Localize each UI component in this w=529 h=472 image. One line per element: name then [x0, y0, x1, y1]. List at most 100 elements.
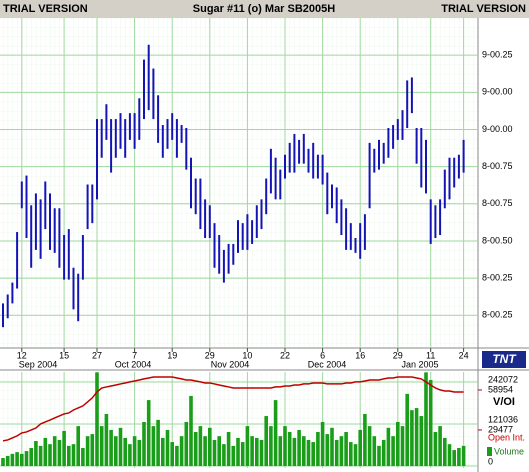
volume-bar [273, 400, 278, 466]
volume-bar [400, 426, 405, 466]
volume-bar [325, 434, 330, 466]
volume-bar [142, 421, 146, 466]
volume-bar [372, 436, 377, 466]
volume-bar [15, 452, 19, 466]
volume-bar [231, 445, 236, 466]
x-tick-label: 10 [242, 350, 252, 360]
x-tick-label: 12 [17, 350, 27, 360]
volume-bar [137, 439, 142, 466]
y-tick-label: 0 [488, 456, 493, 466]
volume-bar [377, 445, 381, 466]
volume-bar [349, 442, 353, 466]
x-tick-label: 7 [132, 350, 137, 360]
volume-bar [405, 393, 409, 466]
chart-title: Sugar #11 (o) Mar SB2005H [193, 3, 336, 15]
volume-bar [269, 426, 273, 466]
volume-bar [316, 432, 320, 466]
volume-bar [81, 447, 85, 466]
volume-bar [212, 439, 217, 466]
x-tick-label: 11 [426, 350, 435, 360]
oi-line [2, 376, 464, 442]
y2-tick-label: 29477 [488, 424, 513, 434]
volume-bar [109, 429, 113, 466]
volume-bar [104, 413, 109, 466]
volume-bar [217, 436, 221, 466]
volume-bar [259, 439, 264, 466]
volume-bar [48, 444, 52, 466]
volume-bar [461, 445, 466, 466]
volume-bar [339, 436, 344, 466]
volume-bar [203, 436, 207, 466]
volume-bar [71, 444, 76, 466]
x-tick-label: 29 [205, 350, 215, 360]
volume-bar [114, 436, 118, 466]
volume-bar [161, 437, 165, 466]
x-tick-label: 22 [280, 350, 290, 360]
y-tick-label: 9-00.00 [482, 124, 513, 134]
y-tick-label: 8-00.25 [482, 310, 513, 320]
logo: TNT [492, 352, 517, 366]
volume-bar [457, 447, 461, 466]
volume-bar [24, 451, 29, 466]
volume-bar [447, 444, 452, 466]
volume-bar [334, 439, 339, 466]
volume-bar [311, 442, 315, 466]
volume-bar [208, 427, 212, 466]
volume-bar [5, 455, 10, 466]
volume-bar [386, 427, 391, 466]
volume-bar [367, 426, 372, 466]
volume-bar [170, 442, 174, 466]
volume-bar [240, 442, 245, 466]
volume-bar [38, 445, 43, 466]
volume-bar [419, 416, 424, 466]
legend-volume: Volume [494, 446, 524, 456]
legend-swatch [487, 447, 492, 456]
volume-bar [353, 444, 358, 466]
volume-bar [358, 429, 362, 466]
volume-bar [175, 445, 179, 466]
volume-bar [189, 395, 193, 466]
volume-bar [67, 445, 71, 466]
volume-bar [85, 436, 90, 466]
y2-tick-label: 58954 [488, 384, 513, 394]
volume-bar [43, 437, 48, 466]
volume-bar [292, 437, 297, 466]
volume-bar [222, 444, 226, 466]
trial-left: TRIAL VERSION [3, 3, 88, 15]
month-label: Oct 2004 [115, 359, 152, 369]
volume-bar [250, 436, 254, 466]
volume-bar [236, 437, 240, 466]
volume-bar [452, 450, 456, 466]
volume-bar [20, 453, 24, 466]
volume-bar [245, 426, 250, 466]
volume-bar [438, 426, 442, 466]
volume-bar [381, 439, 386, 466]
volume-bar [278, 436, 283, 466]
y-tick-label: 8-00.50 [482, 235, 513, 245]
volume-bar [132, 436, 137, 466]
volume-bar [179, 436, 184, 466]
volume-bar [62, 430, 66, 466]
volume-bar [151, 426, 156, 466]
logo-box [482, 351, 526, 368]
y-tick-label: 8-00.25 [482, 273, 513, 283]
trial-right: TRIAL VERSION [441, 3, 526, 15]
volume-bar [344, 432, 348, 466]
volume-bar [34, 441, 38, 466]
y-tick-label: 242072 [488, 374, 518, 384]
month-label: Sep 2004 [19, 359, 58, 369]
volume-bar [198, 426, 203, 466]
x-tick-label: 27 [92, 350, 102, 360]
y-tick-label: 9-00.00 [482, 87, 513, 97]
volume-bar [123, 437, 127, 466]
volume-bar [414, 408, 419, 466]
volume-bar [52, 436, 57, 466]
volume-bar [99, 426, 104, 466]
volume-bar [165, 429, 170, 466]
volume-bar [76, 426, 80, 466]
volume-bar [283, 426, 287, 466]
volume-bar [193, 432, 198, 466]
volume-bar [156, 419, 160, 466]
y-tick-label: 8-00.75 [482, 198, 513, 208]
